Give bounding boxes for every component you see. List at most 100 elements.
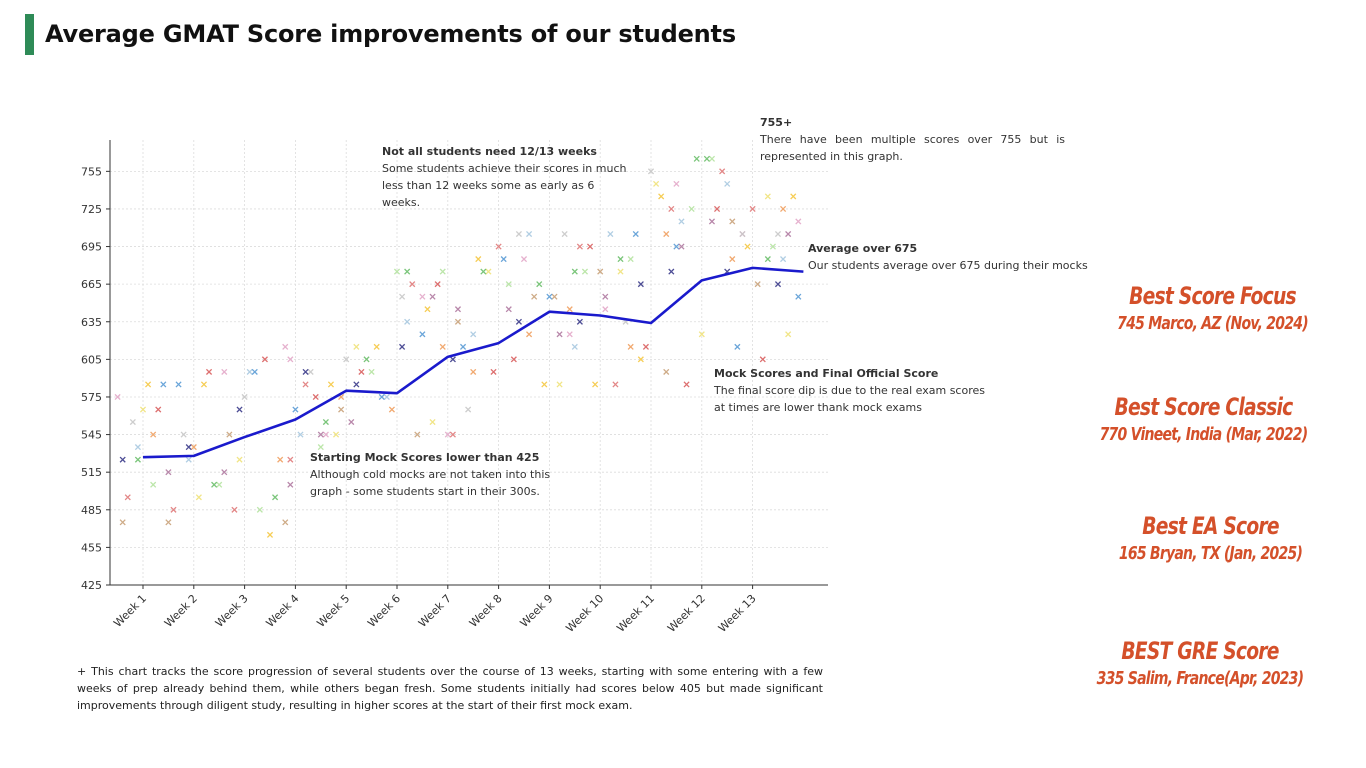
- scatter-point: [317, 431, 324, 438]
- annotation-not-all-students: Not all students need 12/13 weeks Some s…: [382, 143, 632, 211]
- scatter-point: [399, 293, 406, 300]
- scatter-point: [287, 356, 294, 363]
- x-tick-label: Week 2: [162, 592, 200, 630]
- scatter-point: [185, 444, 192, 451]
- scatter-point: [409, 281, 416, 288]
- y-tick-label: 575: [81, 391, 102, 404]
- scatter-point: [287, 456, 294, 463]
- scatter-point: [703, 155, 710, 162]
- scatter-point: [292, 406, 299, 413]
- x-tick-label: Week 5: [314, 592, 352, 630]
- scatter-point: [155, 406, 162, 413]
- scatter-point: [485, 268, 492, 275]
- scatter-point: [343, 356, 350, 363]
- scatter-point: [124, 494, 131, 501]
- annotation-average-675: Average over 675 Our students average ov…: [808, 240, 1108, 274]
- scatter-point: [434, 281, 441, 288]
- scatter-point: [510, 356, 517, 363]
- scatter-point: [673, 243, 680, 250]
- scatter-point: [719, 168, 726, 175]
- scatter-point: [145, 381, 152, 388]
- scatter-point: [368, 368, 375, 375]
- scatter-point: [597, 268, 604, 275]
- scatter-point: [363, 356, 370, 363]
- scatter-point: [617, 256, 624, 263]
- scatter-point: [536, 281, 543, 288]
- y-tick-label: 665: [81, 278, 102, 291]
- y-tick-label: 605: [81, 353, 102, 366]
- scatter-point: [470, 368, 477, 375]
- annotation-body: The final score dip is due to the real e…: [714, 384, 985, 414]
- scatter-point: [602, 293, 609, 300]
- scatter-point: [698, 331, 705, 338]
- scatter-point: [790, 193, 797, 200]
- annotation-heading: Not all students need 12/13 weeks: [382, 145, 597, 158]
- record-best-score-classic: Best Score Classic 770 Vineet, India (Ma…: [1066, 392, 1341, 448]
- scatter-point: [454, 318, 462, 325]
- x-tick-label: Week 9: [518, 592, 556, 630]
- scatter-point: [383, 393, 390, 401]
- scatter-point: [526, 331, 533, 338]
- scatter-point: [480, 268, 487, 275]
- scatter-point: [586, 243, 594, 250]
- chart-footnote: + This chart tracks the score progressio…: [77, 665, 823, 712]
- scatter-point: [470, 331, 477, 338]
- x-tick-label: Week 10: [563, 592, 606, 635]
- annotation-755-plus: 755+ There have been multiple scores ove…: [760, 114, 1065, 165]
- y-tick-label: 515: [81, 466, 102, 479]
- scatter-point: [693, 155, 700, 162]
- scatter-point: [658, 193, 665, 200]
- scatter-point: [571, 343, 578, 350]
- scatter-point: [678, 218, 685, 225]
- scatter-point: [566, 331, 573, 338]
- annotation-heading: Mock Scores and Final Official Score: [714, 367, 939, 380]
- scatter-point: [749, 205, 756, 213]
- scatter-point: [454, 306, 462, 313]
- scatter-point: [515, 318, 522, 325]
- scatter-point: [663, 230, 670, 238]
- scatter-point: [683, 381, 690, 388]
- scatter-point: [505, 306, 512, 313]
- chart-average-line-group: [142, 266, 804, 459]
- scatter-point: [236, 406, 243, 413]
- y-tick-label: 455: [81, 541, 102, 554]
- scatter-point: [551, 293, 558, 300]
- scatter-point: [495, 243, 502, 250]
- y-tick-label: 485: [81, 504, 102, 517]
- scatter-point: [668, 268, 675, 275]
- scatter-point: [119, 456, 126, 463]
- scatter-point: [795, 218, 802, 225]
- scatter-point: [754, 281, 761, 288]
- scatter-point: [424, 306, 431, 313]
- scatter-point: [150, 481, 157, 488]
- scatter-point: [780, 205, 787, 213]
- scatter-point: [114, 393, 121, 401]
- scatter-point: [764, 193, 771, 200]
- scatter-point: [571, 268, 578, 275]
- scatter-point: [541, 381, 548, 388]
- annotation-body: Our students average over 675 during the…: [808, 259, 1088, 272]
- scatter-point: [165, 469, 172, 476]
- record-subtitle: 335 Salim, France(Apr, 2023): [1096, 668, 1304, 689]
- annotation-body: Although cold mocks are not taken into t…: [310, 468, 551, 498]
- x-tick-label: Week 11: [614, 592, 657, 635]
- scatter-point: [531, 293, 538, 300]
- scatter-point: [419, 293, 426, 300]
- x-tick-label: Week 7: [416, 592, 454, 630]
- scatter-point: [505, 281, 512, 288]
- annotation-body: Some students achieve their scores in mu…: [382, 162, 627, 209]
- y-tick-label: 545: [81, 429, 102, 442]
- annotation-heading: Average over 675: [808, 242, 918, 255]
- x-tick-label: Week 1: [111, 592, 149, 630]
- scatter-point: [688, 205, 695, 213]
- scatter-point: [414, 431, 421, 438]
- scatter-point: [348, 418, 355, 426]
- scatter-point: [556, 381, 563, 388]
- scatter-point: [475, 256, 482, 263]
- scatter-point: [520, 256, 528, 263]
- scatter-point: [129, 418, 136, 426]
- scatter-point: [785, 230, 792, 238]
- scatter-point: [277, 456, 284, 463]
- scatter-point: [439, 268, 446, 275]
